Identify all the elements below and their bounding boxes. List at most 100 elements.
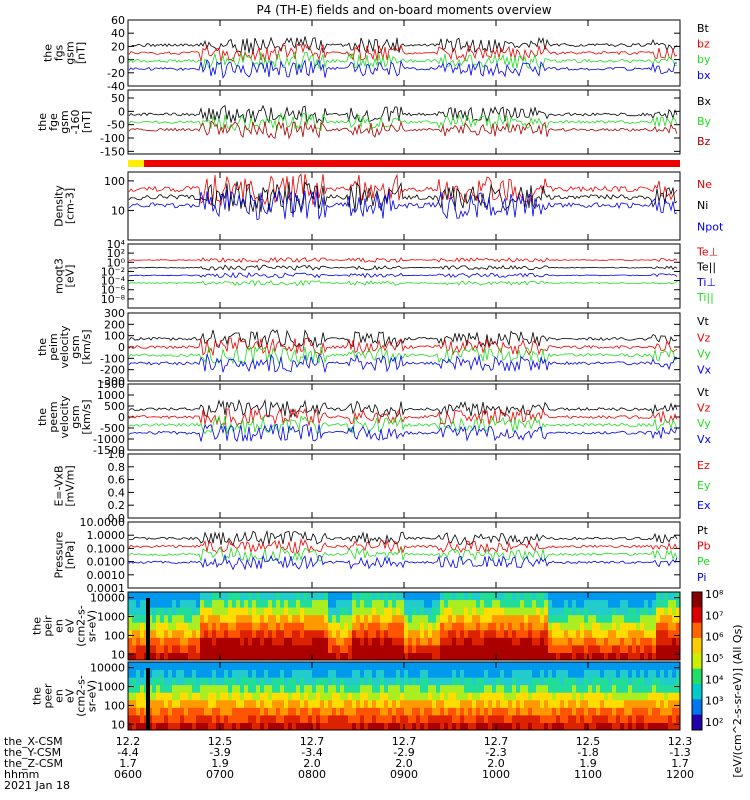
spectrogram-cell — [600, 652, 604, 661]
spectrogram-cell — [128, 669, 132, 678]
spectrogram-cell — [488, 614, 492, 623]
spectrogram-cell — [580, 662, 584, 671]
spectrogram-cell — [576, 622, 580, 631]
spectrogram-cell — [320, 662, 324, 671]
spectrogram-cell — [584, 644, 588, 653]
spectrogram-cell — [308, 699, 312, 708]
spectrogram-cell — [308, 662, 312, 671]
spectrogram-cell — [192, 707, 196, 716]
spectrogram-cell — [576, 592, 580, 601]
spectrogram-cell — [316, 707, 320, 716]
spectrogram-cell — [668, 692, 672, 701]
y-tick-label: 0.0 — [108, 512, 126, 525]
spectrogram-cell — [508, 637, 512, 646]
y-axis-label: [km/s] — [80, 399, 93, 434]
spectrogram-cell — [324, 637, 328, 646]
spectrogram-cell — [648, 714, 652, 723]
spectrogram-cell — [352, 622, 356, 631]
y-axis-label: the — [31, 687, 44, 705]
spectrogram-cell — [376, 662, 380, 671]
spectrogram-cell — [516, 629, 520, 638]
spectrogram-cell — [504, 677, 508, 686]
spectrogram-cell — [188, 669, 192, 678]
spectrogram-cell — [152, 652, 156, 661]
spectrogram-cell — [200, 699, 204, 708]
spectrogram-cell — [216, 592, 220, 601]
spectrogram-cell — [240, 669, 244, 678]
spectrogram-cell — [416, 707, 420, 716]
spectrogram-cell — [268, 684, 272, 693]
spectrogram-cell — [172, 629, 176, 638]
spectrogram-cell — [576, 684, 580, 693]
spectrogram-cell — [244, 607, 248, 616]
spectrogram-cell — [260, 699, 264, 708]
spectrogram-cell — [136, 629, 140, 638]
spectrogram-cell — [340, 622, 344, 631]
spectrogram-cell — [304, 637, 308, 646]
spectrogram-cell — [264, 599, 268, 608]
spectrogram-cell — [616, 622, 620, 631]
spectrogram-cell — [568, 714, 572, 723]
spectrogram-cell — [352, 607, 356, 616]
ephemeris-value: 12.7 — [392, 735, 417, 748]
spectrogram-cell — [656, 652, 660, 661]
spectrogram-cell — [268, 599, 272, 608]
spectrogram-cell — [552, 652, 556, 661]
spectrogram-cell — [464, 637, 468, 646]
spectrogram-cell — [284, 714, 288, 723]
spectrogram-cell — [284, 607, 288, 616]
spectrogram-cell — [500, 669, 504, 678]
legend-entry: Pt — [697, 524, 709, 537]
spectrogram-cell — [480, 652, 484, 661]
spectrogram-cell — [328, 629, 332, 638]
spectrogram-cell — [388, 592, 392, 601]
spectrogram-cell — [640, 722, 644, 731]
spectrogram-cell — [600, 662, 604, 671]
spectrogram-cell — [420, 644, 424, 653]
spectrogram-cell — [252, 692, 256, 701]
y-tick-label: -300 — [100, 375, 125, 388]
spectrogram-cell — [276, 699, 280, 708]
spectrogram-cell — [132, 622, 136, 631]
spectrogram-cell — [436, 669, 440, 678]
spectrogram-cell — [436, 677, 440, 686]
spectrogram-cell — [560, 722, 564, 731]
spectrogram-cell — [604, 692, 608, 701]
spectrogram-cell — [532, 699, 536, 708]
spectrogram-cell — [516, 707, 520, 716]
spectrogram-cell — [284, 669, 288, 678]
spectrogram-cell — [608, 722, 612, 731]
spectrogram-cell — [536, 614, 540, 623]
spectrogram-cell — [268, 662, 272, 671]
spectrogram-cell — [656, 644, 660, 653]
spectrogram-cell — [324, 669, 328, 678]
spectrogram-cell — [188, 707, 192, 716]
spectrogram-cell — [616, 692, 620, 701]
spectrogram-cell — [600, 722, 604, 731]
spectrogram-cell — [384, 662, 388, 671]
spectrogram-cell — [196, 614, 200, 623]
spectrogram-cell — [388, 714, 392, 723]
spectrogram-cell — [608, 699, 612, 708]
spectrogram-cell — [380, 629, 384, 638]
spectrogram-cell — [364, 644, 368, 653]
spectrogram-cell — [436, 607, 440, 616]
spectrogram-cell — [648, 669, 652, 678]
spectrogram-cell — [336, 677, 340, 686]
spectrogram-cell — [380, 669, 384, 678]
spectrogram-cell — [396, 629, 400, 638]
spectrogram-cell — [324, 692, 328, 701]
spectrogram-cell — [188, 592, 192, 601]
spectrogram-cell — [468, 699, 472, 708]
spectrogram-cell — [592, 722, 596, 731]
spectrogram-cell — [268, 629, 272, 638]
spectrogram-cell — [592, 644, 596, 653]
spectrogram-cell — [204, 607, 208, 616]
spectrogram-cell — [320, 592, 324, 601]
spectrogram-cell — [208, 669, 212, 678]
spectrogram-cell — [244, 669, 248, 678]
spectrogram-cell — [280, 637, 284, 646]
spectrogram-cell — [600, 714, 604, 723]
ephemeris-value: 12.3 — [668, 735, 693, 748]
spectrogram-cell — [408, 592, 412, 601]
